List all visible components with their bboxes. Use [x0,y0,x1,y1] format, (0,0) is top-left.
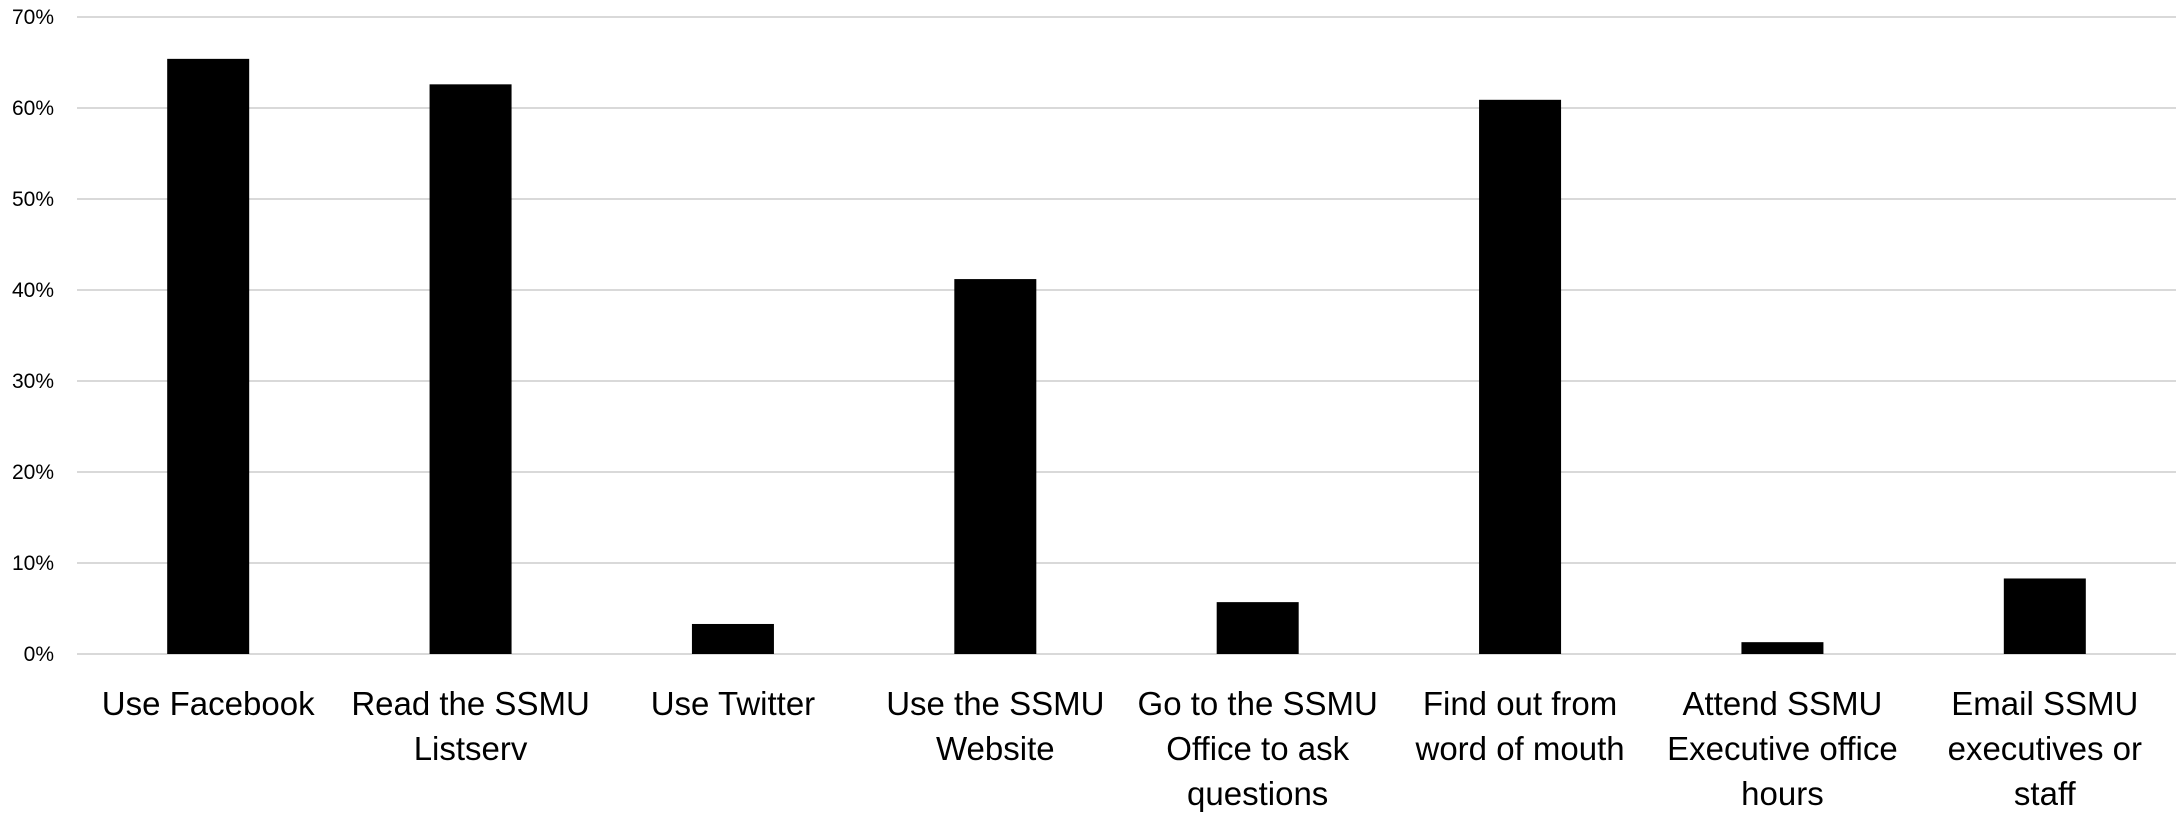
x-category-label-line: Office to ask [1166,730,1349,767]
x-category-label: Find out from word of mouth [1415,685,1625,767]
y-tick-label: 60% [12,97,54,120]
x-category-label: Go to the SSMU Office to ask questions [1138,685,1378,812]
x-axis-category-labels: Use Facebook Read the SSMU Listserv Use Twi… [102,685,2142,812]
y-tick-label: 40% [12,279,54,302]
y-tick-label: 30% [12,370,54,393]
x-category-label: Read the SSMU Listserv [351,685,589,767]
y-tick-label: 20% [12,461,54,484]
x-category-label-line: hours [1741,775,1824,812]
y-axis-tick-labels: 0% 10% 20% 30% 40% 50% 60% 70% [12,6,54,666]
gridlines [77,16,2176,655]
y-tick-label: 50% [12,188,54,211]
x-category-label: Use Twitter [651,685,815,722]
x-category-label-line: Use Twitter [651,685,815,722]
x-category-label: Use the SSMU Website [886,685,1104,767]
x-category-label-line: Listserv [414,730,528,767]
x-category-label-line: Use Facebook [102,685,315,722]
bar [1479,99,1562,654]
x-category-label-line: Read the SSMU [351,685,589,722]
x-category-label-line: Executive office [1667,730,1898,767]
y-tick-label: 0% [24,643,54,666]
x-category-label-line: Email SSMU [1951,685,2138,722]
x-category-label-line: Attend SSMU [1682,685,1882,722]
x-category-label-line: staff [2014,775,2077,812]
bar [1216,602,1299,654]
bars [167,58,2086,655]
x-category-label: Attend SSMU Executive office hours [1667,685,1898,812]
x-category-label-line: word of mouth [1415,730,1625,767]
y-tick-label: 70% [12,6,54,29]
bar [1741,642,1824,654]
bar [954,279,1037,654]
x-category-label-line: Website [936,730,1055,767]
x-category-label-line: executives or [1948,730,2142,767]
x-category-label: Use Facebook [102,685,315,722]
bar [2003,578,2086,654]
y-tick-label: 10% [12,552,54,575]
bar [691,623,774,654]
x-category-label-line: Use the SSMU [886,685,1104,722]
x-category-label-line: Go to the SSMU [1138,685,1378,722]
bar [429,84,512,655]
x-category-label-line: Find out from [1423,685,1617,722]
bar [167,58,250,655]
x-category-label-line: questions [1187,775,1328,812]
x-category-label: Email SSMU executives or staff [1948,685,2142,812]
